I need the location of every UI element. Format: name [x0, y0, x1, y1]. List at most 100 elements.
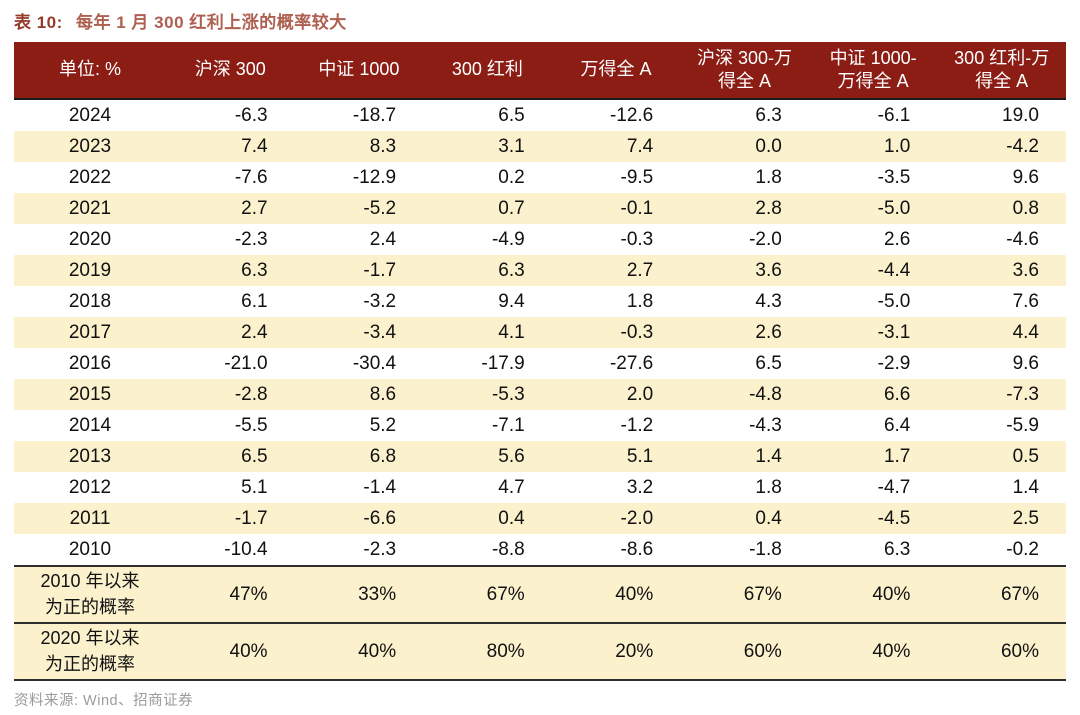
table-row: 2021 2.7 -5.2 0.7 -0.1 2.8 -5.0 0.8	[14, 193, 1066, 224]
table-row: 2010 -10.4 -2.3 -8.8 -8.6 -1.8 6.3 -0.2	[14, 534, 1066, 566]
value-cell: 67%	[486, 583, 525, 605]
year-cell: 2023	[68, 135, 112, 157]
value-cell: 9.4	[498, 290, 525, 312]
value-cell: 0.5	[1012, 445, 1039, 467]
value-cell: 80%	[486, 640, 525, 662]
table-row: 2013 6.5 6.8 5.6 5.1 1.4 1.7 0.5	[14, 441, 1066, 472]
value-cell: 40%	[615, 583, 654, 605]
value-cell: 6.4	[883, 414, 911, 436]
value-cell: -2.9	[877, 352, 911, 374]
value-cell: 19.0	[1002, 104, 1039, 126]
table-row: 2011 -1.7 -6.6 0.4 -2.0 0.4 -4.5 2.5	[14, 503, 1066, 534]
column-header-300div: 300 红利	[423, 42, 552, 100]
value-cell: 3.6	[755, 259, 782, 281]
value-cell: 6.3	[755, 104, 782, 126]
value-cell: 3.2	[626, 476, 654, 498]
value-cell: -4.5	[877, 507, 911, 529]
column-header-zz1000-minus-windall: 中证 1000- 万得全 A	[808, 42, 938, 100]
summary-row: 2010 年以来 为正的概率 47% 33% 67% 40% 67% 40% 67%	[14, 566, 1066, 623]
value-cell: 6.6	[883, 383, 911, 405]
value-cell: -6.1	[877, 104, 911, 126]
value-cell: 2.5	[1012, 507, 1039, 529]
returns-table: 单位: % 沪深 300 中证 1000 300 红利 万得全 A 沪深 300…	[14, 42, 1066, 681]
value-cell: 40%	[229, 640, 268, 662]
value-cell: -5.2	[363, 197, 397, 219]
table-row: 2020 -2.3 2.4 -4.9 -0.3 -2.0 2.6 -4.6	[14, 224, 1066, 255]
value-cell: 2.7	[241, 197, 268, 219]
value-cell: -5.9	[1006, 414, 1039, 436]
value-cell: 7.4	[241, 135, 268, 157]
table-row: 2023 7.4 8.3 3.1 7.4 0.0 1.0 -4.2	[14, 131, 1066, 162]
value-cell: -2.3	[234, 228, 268, 250]
value-cell: -1.7	[363, 259, 397, 281]
value-cell: -30.4	[352, 352, 397, 374]
column-header-hs300-minus-windall: 沪深 300-万 得全 A	[680, 42, 809, 100]
value-cell: -3.4	[363, 321, 397, 343]
year-cell: 2011	[69, 507, 111, 529]
value-cell: 20%	[615, 640, 654, 662]
value-cell: 1.4	[1012, 476, 1039, 498]
value-cell: 60%	[743, 640, 782, 662]
value-cell: -2.3	[363, 538, 397, 560]
year-cell: 2015	[68, 383, 112, 405]
value-cell: 0.0	[755, 135, 782, 157]
value-cell: -7.6	[234, 166, 268, 188]
value-cell: 2.4	[369, 228, 397, 250]
value-cell: -2.0	[620, 507, 654, 529]
value-cell: 40%	[872, 640, 911, 662]
value-cell: 7.6	[1012, 290, 1039, 312]
value-cell: 6.8	[369, 445, 397, 467]
value-cell: 5.1	[626, 445, 654, 467]
value-cell: -5.3	[491, 383, 525, 405]
value-cell: -4.3	[749, 414, 782, 436]
value-cell: -27.6	[609, 352, 654, 374]
value-cell: -4.9	[491, 228, 525, 250]
year-cell: 2016	[68, 352, 112, 374]
value-cell: 7.4	[626, 135, 654, 157]
table-row: 2024 -6.3 -18.7 6.5 -12.6 6.3 -6.1 19.0	[14, 99, 1066, 131]
value-cell: 6.5	[241, 445, 268, 467]
value-cell: 60%	[1000, 640, 1039, 662]
table-header: 单位: % 沪深 300 中证 1000 300 红利 万得全 A 沪深 300…	[14, 42, 1066, 100]
value-cell: 40%	[358, 640, 397, 662]
value-cell: -0.3	[620, 228, 654, 250]
value-cell: -17.9	[481, 352, 525, 374]
value-cell: 6.3	[241, 259, 268, 281]
value-cell: -3.1	[877, 321, 911, 343]
summary-label-cell: 2010 年以来 为正的概率	[40, 571, 140, 617]
data-rows: 2024 -6.3 -18.7 6.5 -12.6 6.3 -6.1 19.0 2023 7.4 8…	[14, 99, 1066, 566]
value-cell: -2.8	[234, 383, 268, 405]
year-cell: 2020	[68, 228, 112, 250]
year-cell: 2021	[68, 197, 112, 219]
table-row: 2014 -5.5 5.2 -7.1 -1.2 -4.3 6.4 -5.9	[14, 410, 1066, 441]
value-cell: 67%	[743, 583, 782, 605]
value-cell: -6.6	[363, 507, 397, 529]
value-cell: -12.9	[352, 166, 397, 188]
value-cell: 6.3	[883, 538, 911, 560]
year-cell: 2014	[68, 414, 112, 436]
value-cell: 6.5	[755, 352, 782, 374]
value-cell: 4.7	[498, 476, 525, 498]
value-cell: -4.7	[877, 476, 911, 498]
table-row: 2019 6.3 -1.7 6.3 2.7 3.6 -4.4 3.6	[14, 255, 1066, 286]
value-cell: 6.3	[498, 259, 525, 281]
value-cell: 3.6	[1012, 259, 1039, 281]
value-cell: 1.0	[883, 135, 911, 157]
value-cell: 2.6	[883, 228, 911, 250]
table-title: 表 10: 每年 1 月 300 红利上涨的概率较大	[14, 8, 1066, 33]
value-cell: 2.0	[626, 383, 654, 405]
summary-row: 2020 年以来 为正的概率 40% 40% 80% 20% 60% 40% 60%	[14, 623, 1066, 680]
value-cell: -9.5	[620, 166, 654, 188]
year-cell: 2013	[68, 445, 112, 467]
value-cell: -1.4	[363, 476, 397, 498]
year-cell: 2024	[68, 104, 112, 126]
table-row: 2012 5.1 -1.4 4.7 3.2 1.8 -4.7 1.4	[14, 472, 1066, 503]
value-cell: 0.7	[498, 197, 525, 219]
value-cell: -1.7	[234, 507, 268, 529]
column-header-unit: 单位: %	[14, 42, 166, 100]
year-cell: 2010	[68, 538, 112, 560]
table-row: 2018 6.1 -3.2 9.4 1.8 4.3 -5.0 7.6	[14, 286, 1066, 317]
value-cell: -8.6	[620, 538, 654, 560]
value-cell: -3.2	[363, 290, 397, 312]
